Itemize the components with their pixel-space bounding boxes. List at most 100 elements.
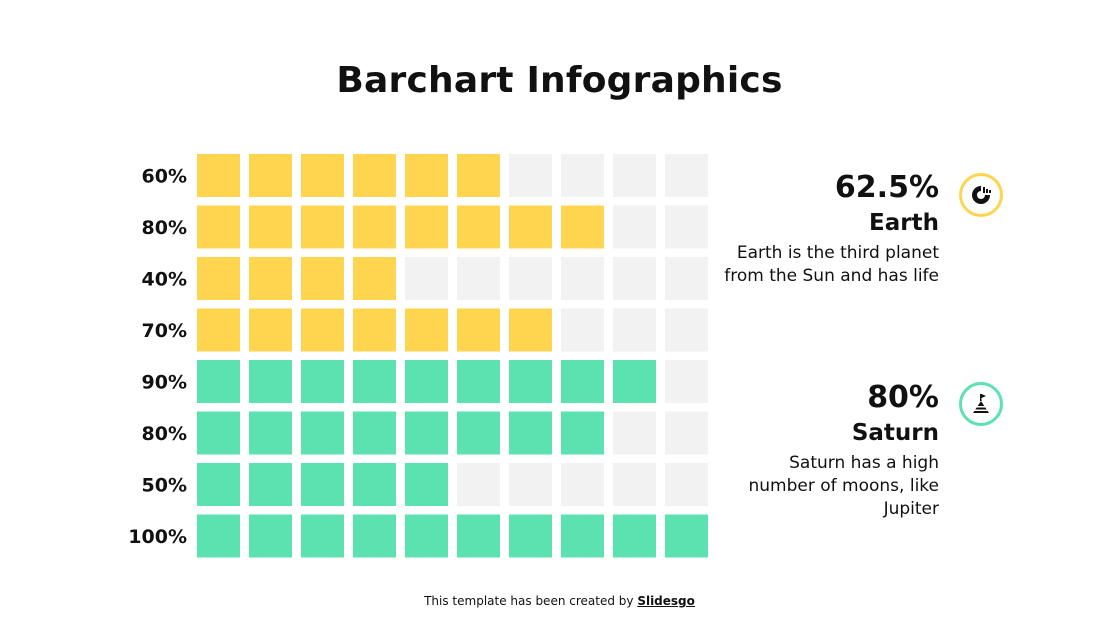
waffle-cell-empty [561,463,604,506]
waffle-cell-filled [457,308,500,352]
footer-brand-link[interactable]: Slidesgo [637,594,695,608]
waffle-cell-empty [457,463,500,506]
waffle-cell-filled [457,205,500,249]
waffle-cell-filled [561,205,604,249]
waffle-cell-filled [613,514,656,558]
stat-saturn-description: Saturn has a high number of moons, like … [748,453,940,519]
waffle-cell-filled [353,463,396,506]
waffle-cell-empty [509,154,552,197]
waffle-cell-filled [509,360,552,403]
waffle-cell-filled [249,154,292,197]
waffle-cell-empty [665,154,708,197]
waffle-cell-filled [301,514,344,558]
waffle-cell-empty [613,411,656,455]
row-label: 80% [142,423,187,445]
waffle-cell-empty [613,257,656,300]
row-label: 100% [128,526,187,548]
stat-saturn-name: Saturn [851,420,939,446]
waffle-cell-filled [613,360,656,403]
waffle-cell-empty [405,257,448,300]
waffle-cell-filled [457,360,500,403]
waffle-cell-filled [561,360,604,403]
row-label: 70% [142,320,187,342]
waffle-cell-filled [197,463,240,506]
waffle-cell-empty [613,463,656,506]
waffle-cell-empty [509,257,552,300]
waffle-cell-empty [665,411,708,455]
stat-earth-percent: 62.5% [834,170,939,205]
row-label: 50% [142,475,187,497]
waffle-cell-empty [665,257,708,300]
waffle-cell-filled [509,411,552,455]
waffle-cell-filled [249,514,292,558]
waffle-cell-filled [353,154,396,197]
waffle-cell-filled [509,308,552,352]
waffle-cell-empty [561,154,604,197]
waffle-cell-empty [561,257,604,300]
waffle-cell-filled [509,514,552,558]
waffle-cell-filled [197,514,240,558]
waffle-cell-empty [665,360,708,403]
waffle-cell-filled [197,257,240,300]
waffle-cell-empty [561,308,604,352]
waffle-cell-filled [405,308,448,352]
waffle-cell-filled [405,154,448,197]
waffle-cell-empty [613,154,656,197]
waffle-bar-chart: 60% 80% 40% 70% 90% 80% 50% 100% [120,150,720,562]
waffle-cell-filled [353,205,396,249]
waffle-cell-filled [405,463,448,506]
row-label: 40% [142,269,187,291]
waffle-cell-filled [561,411,604,455]
waffle-cell-filled [197,154,240,197]
waffle-cell-filled [301,205,344,249]
waffle-cell-filled [353,411,396,455]
row-label: 60% [142,166,187,188]
chart-svg: 60% 80% 40% 70% 90% 80% 50% 100% [128,154,708,558]
footer-text: This template has been created by [424,594,634,608]
waffle-cell-filled [197,205,240,249]
waffle-cell-empty [665,463,708,506]
waffle-cell-filled [457,411,500,455]
waffle-cell-filled [249,205,292,249]
chart-icon [959,173,1003,217]
waffle-cell-filled [353,257,396,300]
waffle-cell-filled [249,257,292,300]
waffle-cell-filled [405,360,448,403]
waffle-cell-filled [405,411,448,455]
waffle-cell-filled [301,154,344,197]
stat-saturn: 80% Saturn Saturn has a high number of m… [719,380,940,521]
row-label: 80% [142,217,187,239]
waffle-cell-filled [353,514,396,558]
waffle-cell-filled [197,308,240,352]
waffle-cell-empty [665,205,708,249]
waffle-cell-empty [665,308,708,352]
waffle-cell-empty [457,257,500,300]
waffle-cell-filled [197,360,240,403]
waffle-cell-filled [509,205,552,249]
waffle-cell-filled [353,308,396,352]
stat-saturn-percent: 80% [867,380,939,415]
waffle-cell-filled [301,411,344,455]
waffle-cell-filled [249,411,292,455]
footer: This template has been created by Slides… [0,594,1119,608]
waffle-cell-empty [613,205,656,249]
waffle-cell-filled [405,514,448,558]
waffle-cell-filled [301,257,344,300]
waffle-cell-filled [249,360,292,403]
waffle-cell-filled [301,360,344,403]
waffle-cell-filled [249,308,292,352]
waffle-cell-filled [353,360,396,403]
page-title: Barchart Infographics [336,60,783,101]
waffle-cell-filled [197,411,240,455]
waffle-cell-filled [665,514,708,558]
stat-earth: 62.5% Earth Earth is the third planet fr… [719,170,939,288]
waffle-cell-filled [457,154,500,197]
waffle-cell-filled [301,463,344,506]
waffle-cell-filled [457,514,500,558]
waffle-cell-filled [301,308,344,352]
waffle-cell-filled [561,514,604,558]
stat-earth-name: Earth [869,210,939,236]
waffle-cell-filled [249,463,292,506]
stat-earth-description: Earth is the third planet from the Sun a… [724,243,939,286]
waffle-cell-empty [613,308,656,352]
